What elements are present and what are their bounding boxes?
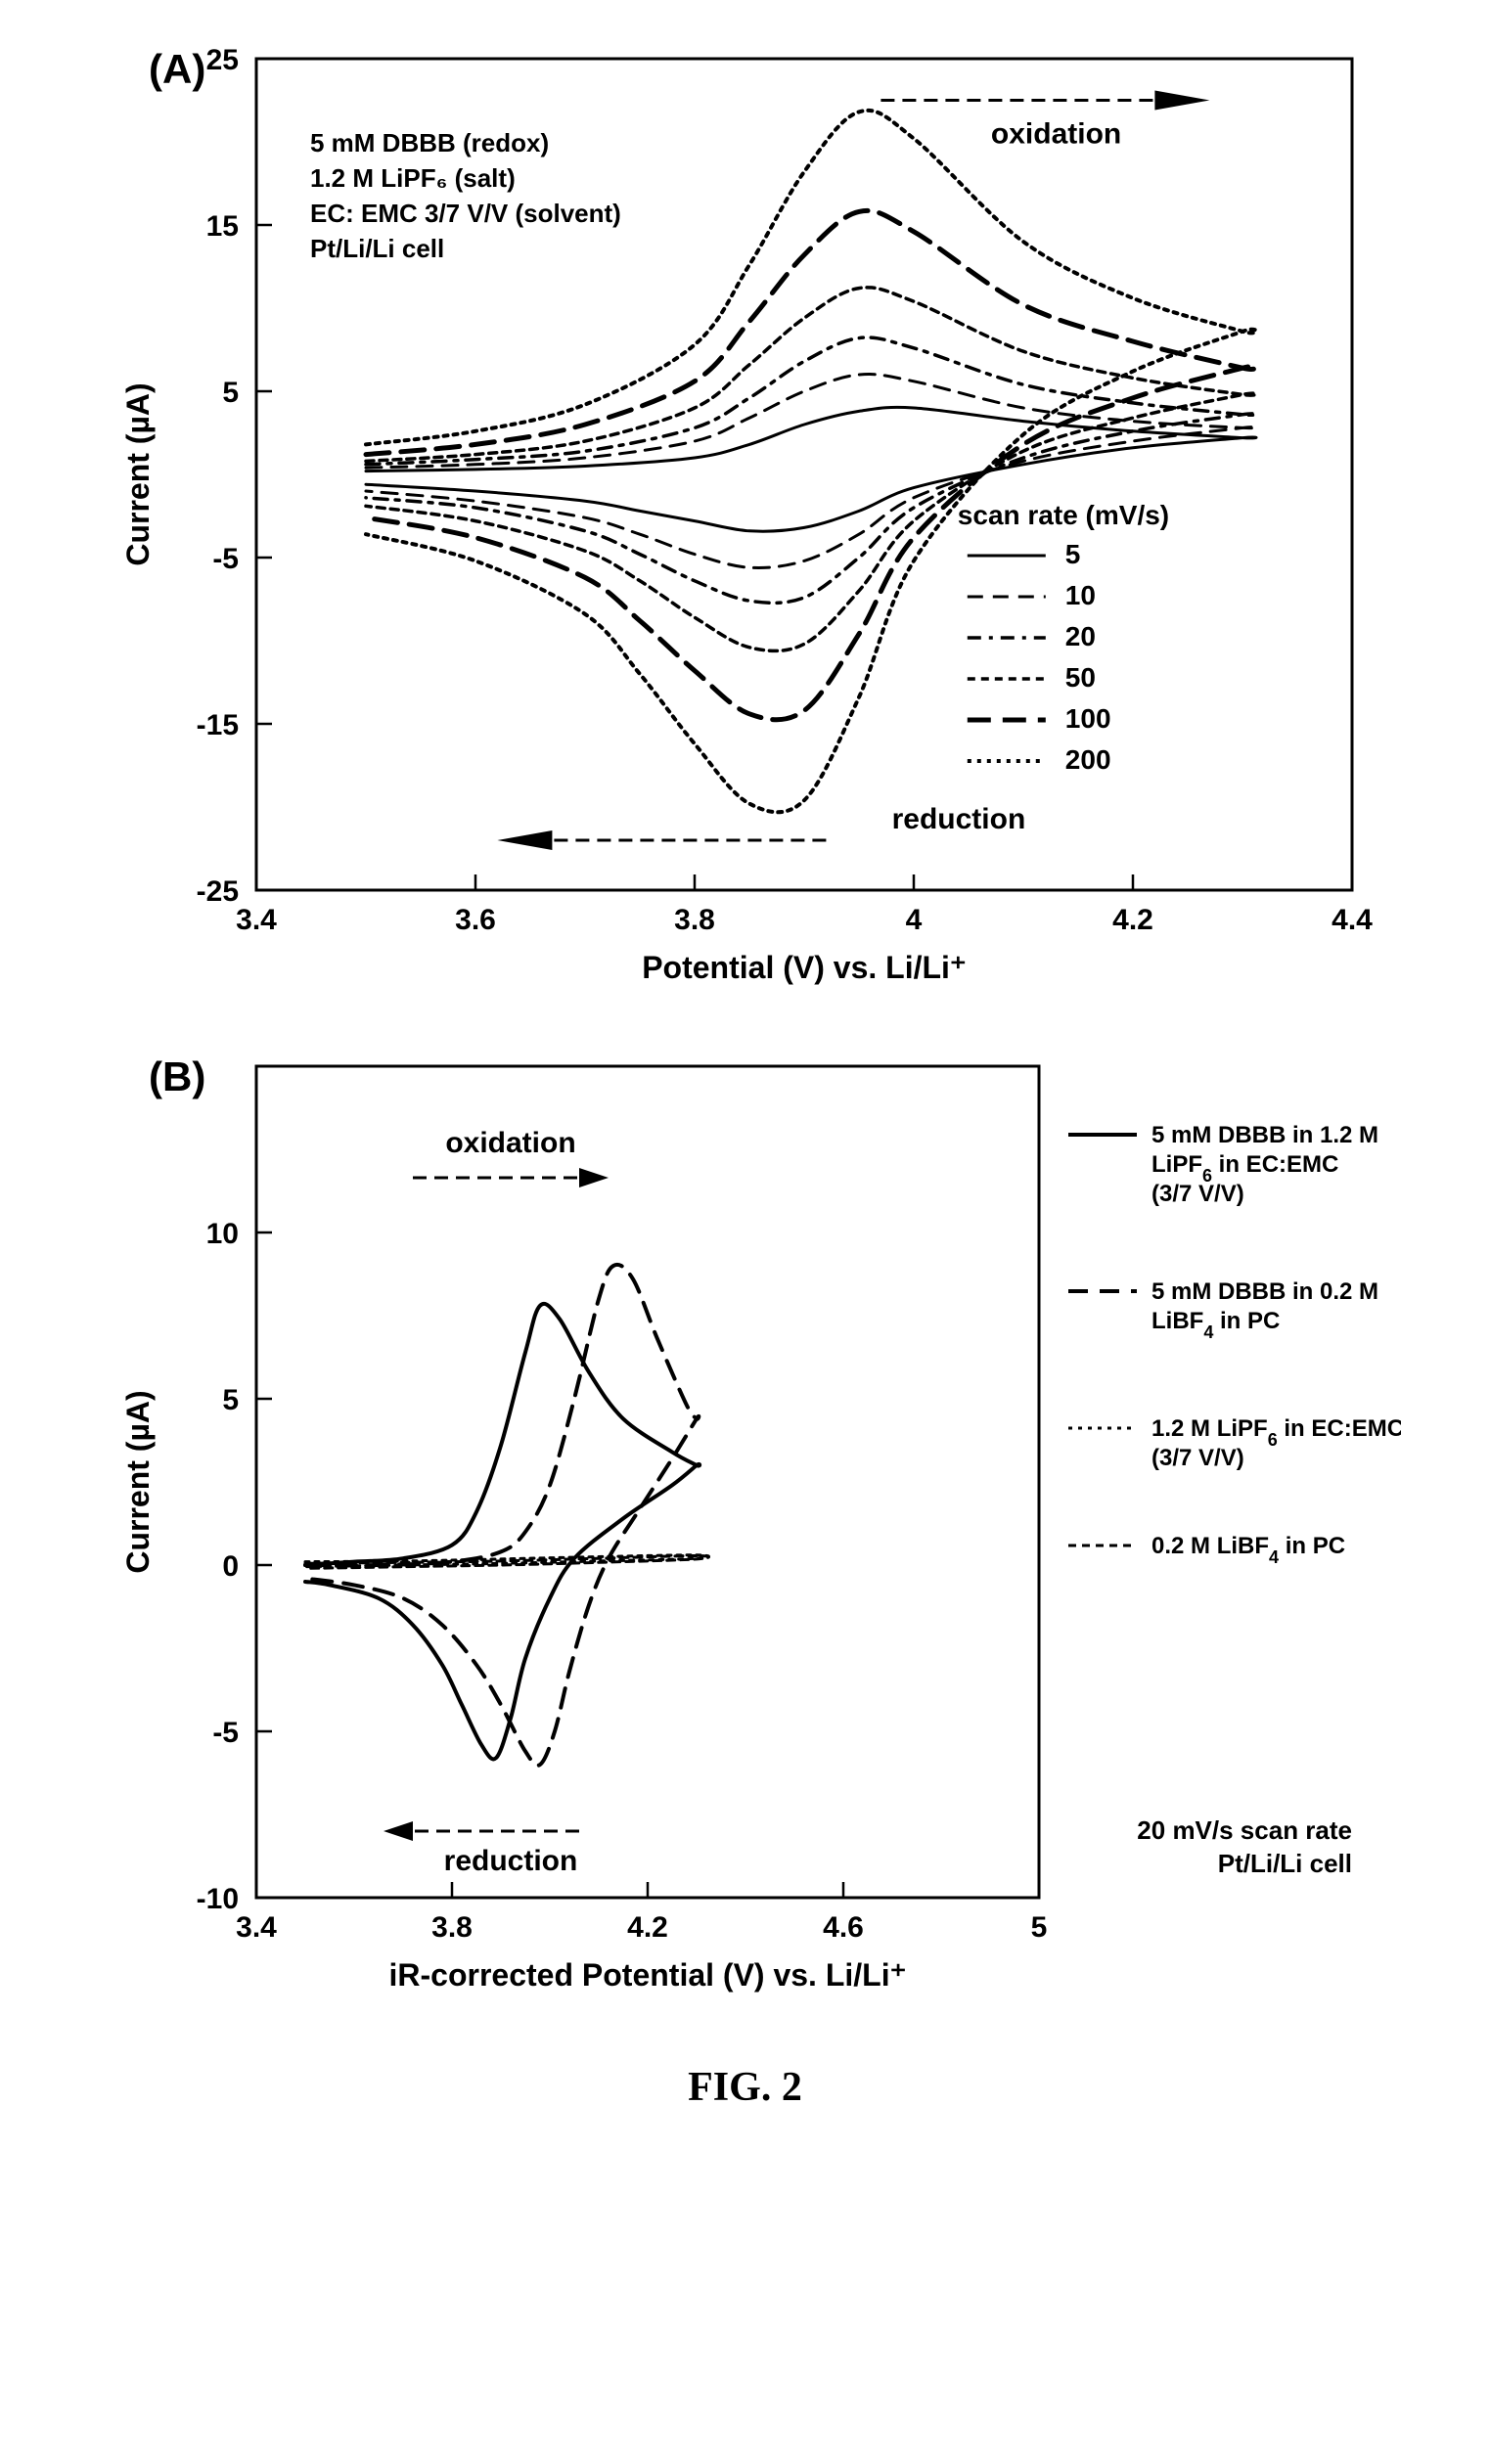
svg-text:Pt/Li/Li cell: Pt/Li/Li cell [310, 234, 444, 263]
svg-text:4.2: 4.2 [627, 1911, 668, 1944]
svg-text:0.2 M LiBF4 in PC: 0.2 M LiBF4 in PC [1151, 1533, 1345, 1567]
svg-text:4.6: 4.6 [823, 1911, 864, 1944]
svg-text:reduction: reduction [891, 803, 1025, 835]
svg-text:scan rate (mV/s): scan rate (mV/s) [957, 500, 1168, 530]
svg-text:-5: -5 [212, 543, 239, 575]
svg-text:3.8: 3.8 [674, 904, 715, 936]
svg-text:4: 4 [905, 904, 922, 936]
svg-text:20: 20 [1064, 621, 1095, 651]
svg-text:15: 15 [205, 210, 238, 243]
svg-text:Potential (V) vs. Li/Li⁺: Potential (V) vs. Li/Li⁺ [642, 950, 967, 985]
svg-text:(B): (B) [149, 1053, 205, 1099]
panel-a-svg: 3.4 3.6 3.8 4 4.2 4.4 -25 -15 -5 5 15 25 Potential (… [90, 29, 1401, 1037]
svg-text:reduction: reduction [443, 1845, 577, 1877]
svg-text:5 mM DBBB (redox): 5 mM DBBB (redox) [310, 128, 549, 157]
svg-text:0: 0 [222, 1550, 239, 1583]
svg-text:25: 25 [205, 44, 238, 76]
svg-text:iR-corrected Potential (V) vs.: iR-corrected Potential (V) vs. Li/Li⁺ [388, 1957, 906, 1993]
svg-text:(A): (A) [149, 46, 205, 92]
svg-text:oxidation: oxidation [445, 1127, 575, 1159]
svg-text:1.2 M LiPF6 in EC:EMC(3/7 V/V): 1.2 M LiPF6 in EC:EMC(3/7 V/V) [1151, 1415, 1401, 1471]
figure-caption: FIG. 2 [90, 2064, 1401, 2111]
svg-text:5: 5 [1064, 539, 1080, 569]
figure-container: 3.4 3.6 3.8 4 4.2 4.4 -25 -15 -5 5 15 25 Potential (… [90, 29, 1401, 2111]
svg-text:-15: -15 [196, 709, 238, 741]
svg-text:3.4: 3.4 [236, 904, 277, 936]
svg-text:Current (µA): Current (µA) [120, 382, 156, 565]
svg-text:100: 100 [1064, 703, 1110, 734]
svg-text:1.2 M LiPF₆ (salt): 1.2 M LiPF₆ (salt) [310, 163, 516, 193]
svg-text:3.4: 3.4 [236, 1911, 277, 1944]
svg-text:oxidation: oxidation [990, 118, 1120, 151]
svg-text:Pt/Li/Li cell: Pt/Li/Li cell [1217, 1849, 1351, 1878]
panel-b-svg: 3.4 3.8 4.2 4.6 5 -10 -5 0 5 10 iR-corrected Poten… [90, 1037, 1401, 2044]
svg-text:4.4: 4.4 [1332, 904, 1373, 936]
svg-text:3.8: 3.8 [431, 1911, 473, 1944]
svg-text:3.6: 3.6 [455, 904, 496, 936]
svg-text:10: 10 [205, 1218, 238, 1250]
svg-text:EC: EMC 3/7 V/V (solvent): EC: EMC 3/7 V/V (solvent) [310, 199, 621, 228]
svg-text:4.2: 4.2 [1112, 904, 1153, 936]
svg-text:50: 50 [1064, 662, 1095, 693]
svg-text:Current (µA): Current (µA) [120, 1390, 156, 1573]
svg-text:200: 200 [1064, 744, 1110, 775]
svg-text:5: 5 [222, 1384, 239, 1416]
svg-text:-5: -5 [212, 1717, 239, 1749]
svg-text:5 mM DBBB in 1.2 MLiPF6 in EC:: 5 mM DBBB in 1.2 MLiPF6 in EC:EMC(3/7 V/… [1151, 1122, 1378, 1207]
svg-text:20 mV/s scan rate: 20 mV/s scan rate [1137, 1815, 1352, 1845]
svg-text:-10: -10 [196, 1883, 238, 1915]
svg-text:5 mM DBBB in 0.2 MLiBF4 in PC: 5 mM DBBB in 0.2 MLiBF4 in PC [1151, 1278, 1378, 1342]
svg-text:5: 5 [222, 377, 239, 409]
svg-text:10: 10 [1064, 580, 1095, 610]
svg-text:-25: -25 [196, 875, 238, 908]
svg-text:5: 5 [1030, 1911, 1047, 1944]
